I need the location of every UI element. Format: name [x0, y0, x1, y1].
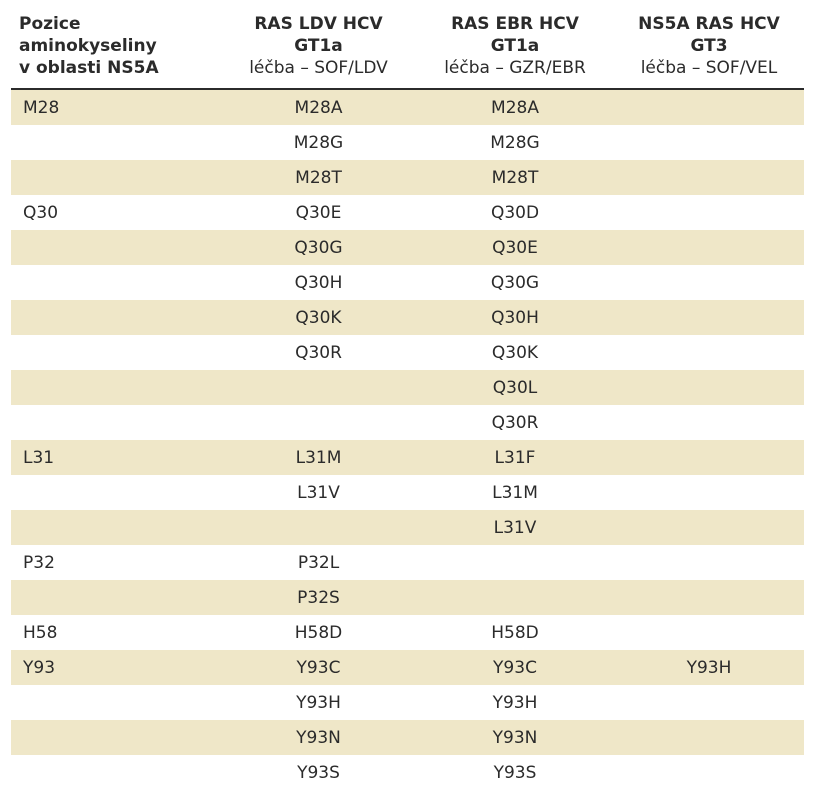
cell-ras-ldv: Y93N [296, 727, 341, 748]
cell-ns5a-ras: Y93H [686, 657, 732, 678]
table-row: Y93H Y93H [11, 685, 804, 720]
cell-ras-ebr: Q30K [491, 342, 539, 363]
table-row: Q30H Q30G [11, 265, 804, 300]
table-row: Y93 Y93C Y93C Y93H [11, 650, 804, 685]
cell-ras-ebr: Y93S [493, 762, 537, 783]
table-row: H58 H58D H58D [11, 615, 804, 650]
header-ebr-treatment: léčba – GZR/EBR [444, 58, 586, 78]
table-row: L31V L31M [11, 475, 804, 510]
table-header: Pozice aminokyseliny v oblasti NS5A RAS … [11, 10, 804, 90]
cell-ras-ldv: H58D [294, 622, 343, 643]
cell-ras-ldv: Q30R [295, 342, 342, 363]
cell-ras-ldv: Y93C [296, 657, 341, 678]
cell-position: H58 [23, 622, 58, 643]
cell-position: Y93 [23, 657, 56, 678]
cell-ras-ebr: Q30D [490, 202, 540, 223]
table-row: Q30K Q30H [11, 300, 804, 335]
table-row: M28G M28G [11, 125, 804, 160]
header-ebr: RAS EBR HCV GT1a léčba – GZR/EBR [416, 10, 614, 88]
cell-ras-ebr: Y93C [493, 657, 537, 678]
header-ldv-treatment: léčba – SOF/LDV [249, 58, 388, 78]
header-ldv-genotype: GT1a [294, 36, 343, 56]
cell-ras-ldv: Y93H [296, 692, 341, 713]
table-row: Y93N Y93N [11, 720, 804, 755]
table-row: Q30 Q30E Q30D [11, 195, 804, 230]
table-row: Q30R [11, 405, 804, 440]
table-row: Q30G Q30E [11, 230, 804, 265]
cell-ras-ldv: Q30G [294, 237, 343, 258]
table-row: M28T M28T [11, 160, 804, 195]
cell-position: P32 [23, 552, 55, 573]
cell-ras-ebr: H58D [491, 622, 539, 643]
cell-ras-ldv: L31V [297, 482, 340, 503]
cell-ras-ebr: Q30H [491, 307, 539, 328]
table-row: P32 P32L [11, 545, 804, 580]
cell-position: L31 [23, 447, 55, 468]
cell-ras-ebr: M28G [490, 132, 540, 153]
cell-ras-ldv: P32L [297, 552, 340, 573]
header-ebr-genotype: GT1a [490, 36, 540, 56]
cell-ras-ebr: Y93H [492, 692, 538, 713]
cell-position: Q30 [23, 202, 59, 223]
cell-ras-ebr: Y93N [492, 727, 538, 748]
header-position: Pozice aminokyseliny v oblasti NS5A [11, 10, 221, 88]
cell-ras-ebr: L31F [494, 447, 536, 468]
cell-ras-ebr: Q30R [491, 412, 539, 433]
cell-ras-ebr: Q30E [492, 237, 538, 258]
header-ns5a-title: NS5A RAS HCV [638, 14, 780, 34]
cell-ras-ebr: L31M [492, 482, 538, 503]
header-position-line: v oblasti NS5A [19, 58, 159, 78]
header-position-line: Pozice [19, 14, 81, 34]
header-ns5a: NS5A RAS HCV GT3 léčba – SOF/VEL [614, 10, 804, 88]
table-row: Q30R Q30K [11, 335, 804, 370]
table-row: Q30L [11, 370, 804, 405]
table-row: M28 M28A M28A [11, 90, 804, 125]
header-position-line: aminokyseliny [19, 36, 157, 56]
table-row: P32S [11, 580, 804, 615]
cell-ras-ldv: Q30E [295, 202, 342, 223]
cell-ras-ebr: Q30L [492, 377, 538, 398]
header-ldv: RAS LDV HCV GT1a léčba – SOF/LDV [221, 10, 416, 88]
cell-ras-ldv: M28G [293, 132, 344, 153]
table-row: Y93S Y93S [11, 755, 804, 790]
table-body: M28 M28A M28A M28G M28G M28T M28T Q30 Q30E Q30D Q3… [11, 90, 804, 790]
cell-ras-ldv: L31M [295, 447, 342, 468]
cell-ras-ldv: Q30H [294, 272, 343, 293]
cell-ras-ldv: M28A [294, 97, 343, 118]
cell-ras-ldv: Q30K [295, 307, 342, 328]
cell-ras-ldv: M28T [295, 167, 342, 188]
cell-position: M28 [23, 97, 60, 118]
table-row: L31 L31M L31F [11, 440, 804, 475]
header-ldv-title: RAS LDV HCV [254, 14, 383, 34]
header-ns5a-treatment: léčba – SOF/VEL [640, 58, 778, 78]
cell-ras-ldv: Y93S [297, 762, 340, 783]
cell-ras-ldv: P32S [297, 587, 340, 608]
cell-ras-ebr: Q30G [490, 272, 540, 293]
ras-table: Pozice aminokyseliny v oblasti NS5A RAS … [11, 10, 804, 790]
header-ns5a-genotype: GT3 [690, 36, 728, 56]
cell-ras-ebr: M28T [491, 167, 539, 188]
table-row: L31V [11, 510, 804, 545]
header-ebr-title: RAS EBR HCV [451, 14, 579, 34]
cell-ras-ebr: L31V [493, 517, 537, 538]
cell-ras-ebr: M28A [491, 97, 539, 118]
